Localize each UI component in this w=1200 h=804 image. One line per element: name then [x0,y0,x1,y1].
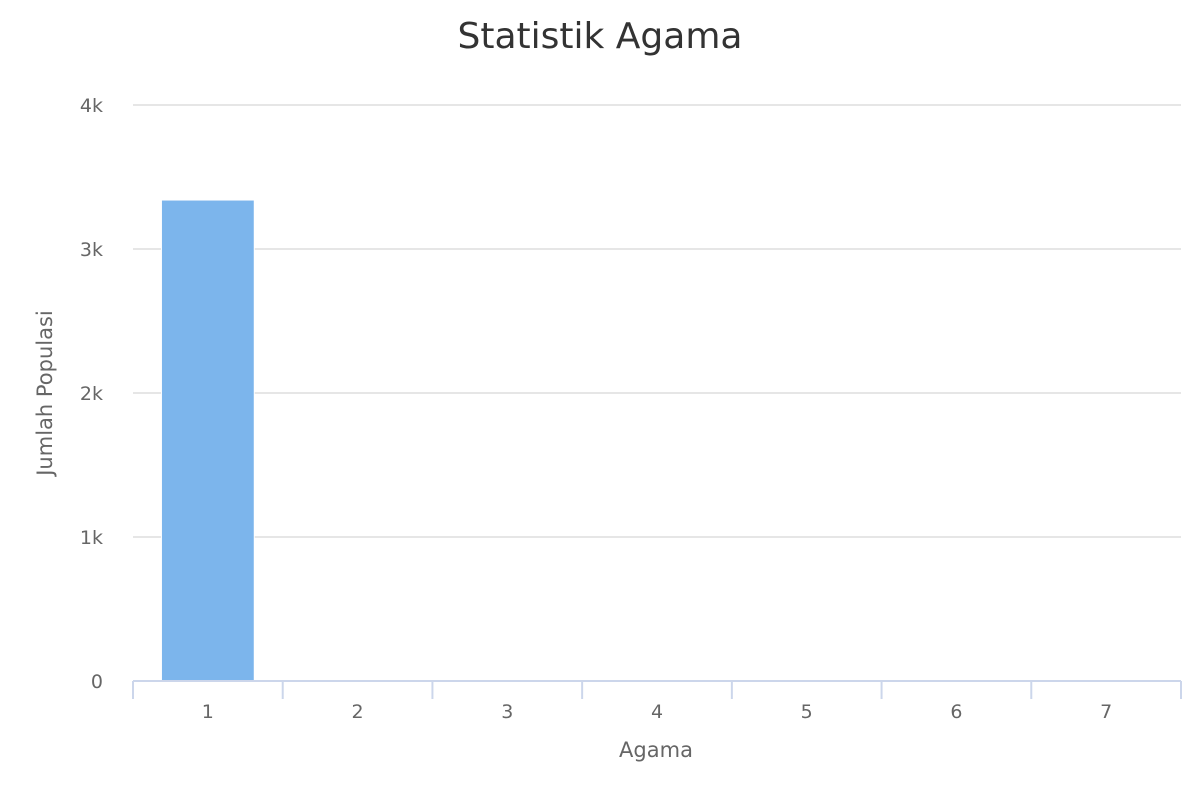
x-axis-title: Agama [619,738,693,762]
y-axis-ticks: 0 1k 2k 3k 4k [80,95,103,693]
gridlines [133,104,1181,538]
x-tick-label: 3 [501,701,513,723]
x-tick-label: 7 [1100,701,1112,723]
y-tick-label: 4k [80,95,103,117]
x-tick-label: 6 [950,701,962,723]
x-tick-label: 2 [352,701,364,723]
bar-1[interactable] [160,199,255,682]
x-tick-label: 5 [801,701,813,723]
y-tick-label: 0 [91,671,103,693]
x-tick-label: 4 [651,701,663,723]
y-tick-label: 1k [80,527,103,549]
x-tick-label: 1 [202,701,214,723]
y-tick-label: 2k [80,383,103,405]
chart-title: Statistik Agama [458,16,743,57]
x-axis: 1 2 3 4 5 6 7 [132,680,1182,723]
y-tick-label: 3k [80,239,103,261]
bars [160,199,255,682]
y-axis-title: Jumlah Populasi [33,310,57,478]
